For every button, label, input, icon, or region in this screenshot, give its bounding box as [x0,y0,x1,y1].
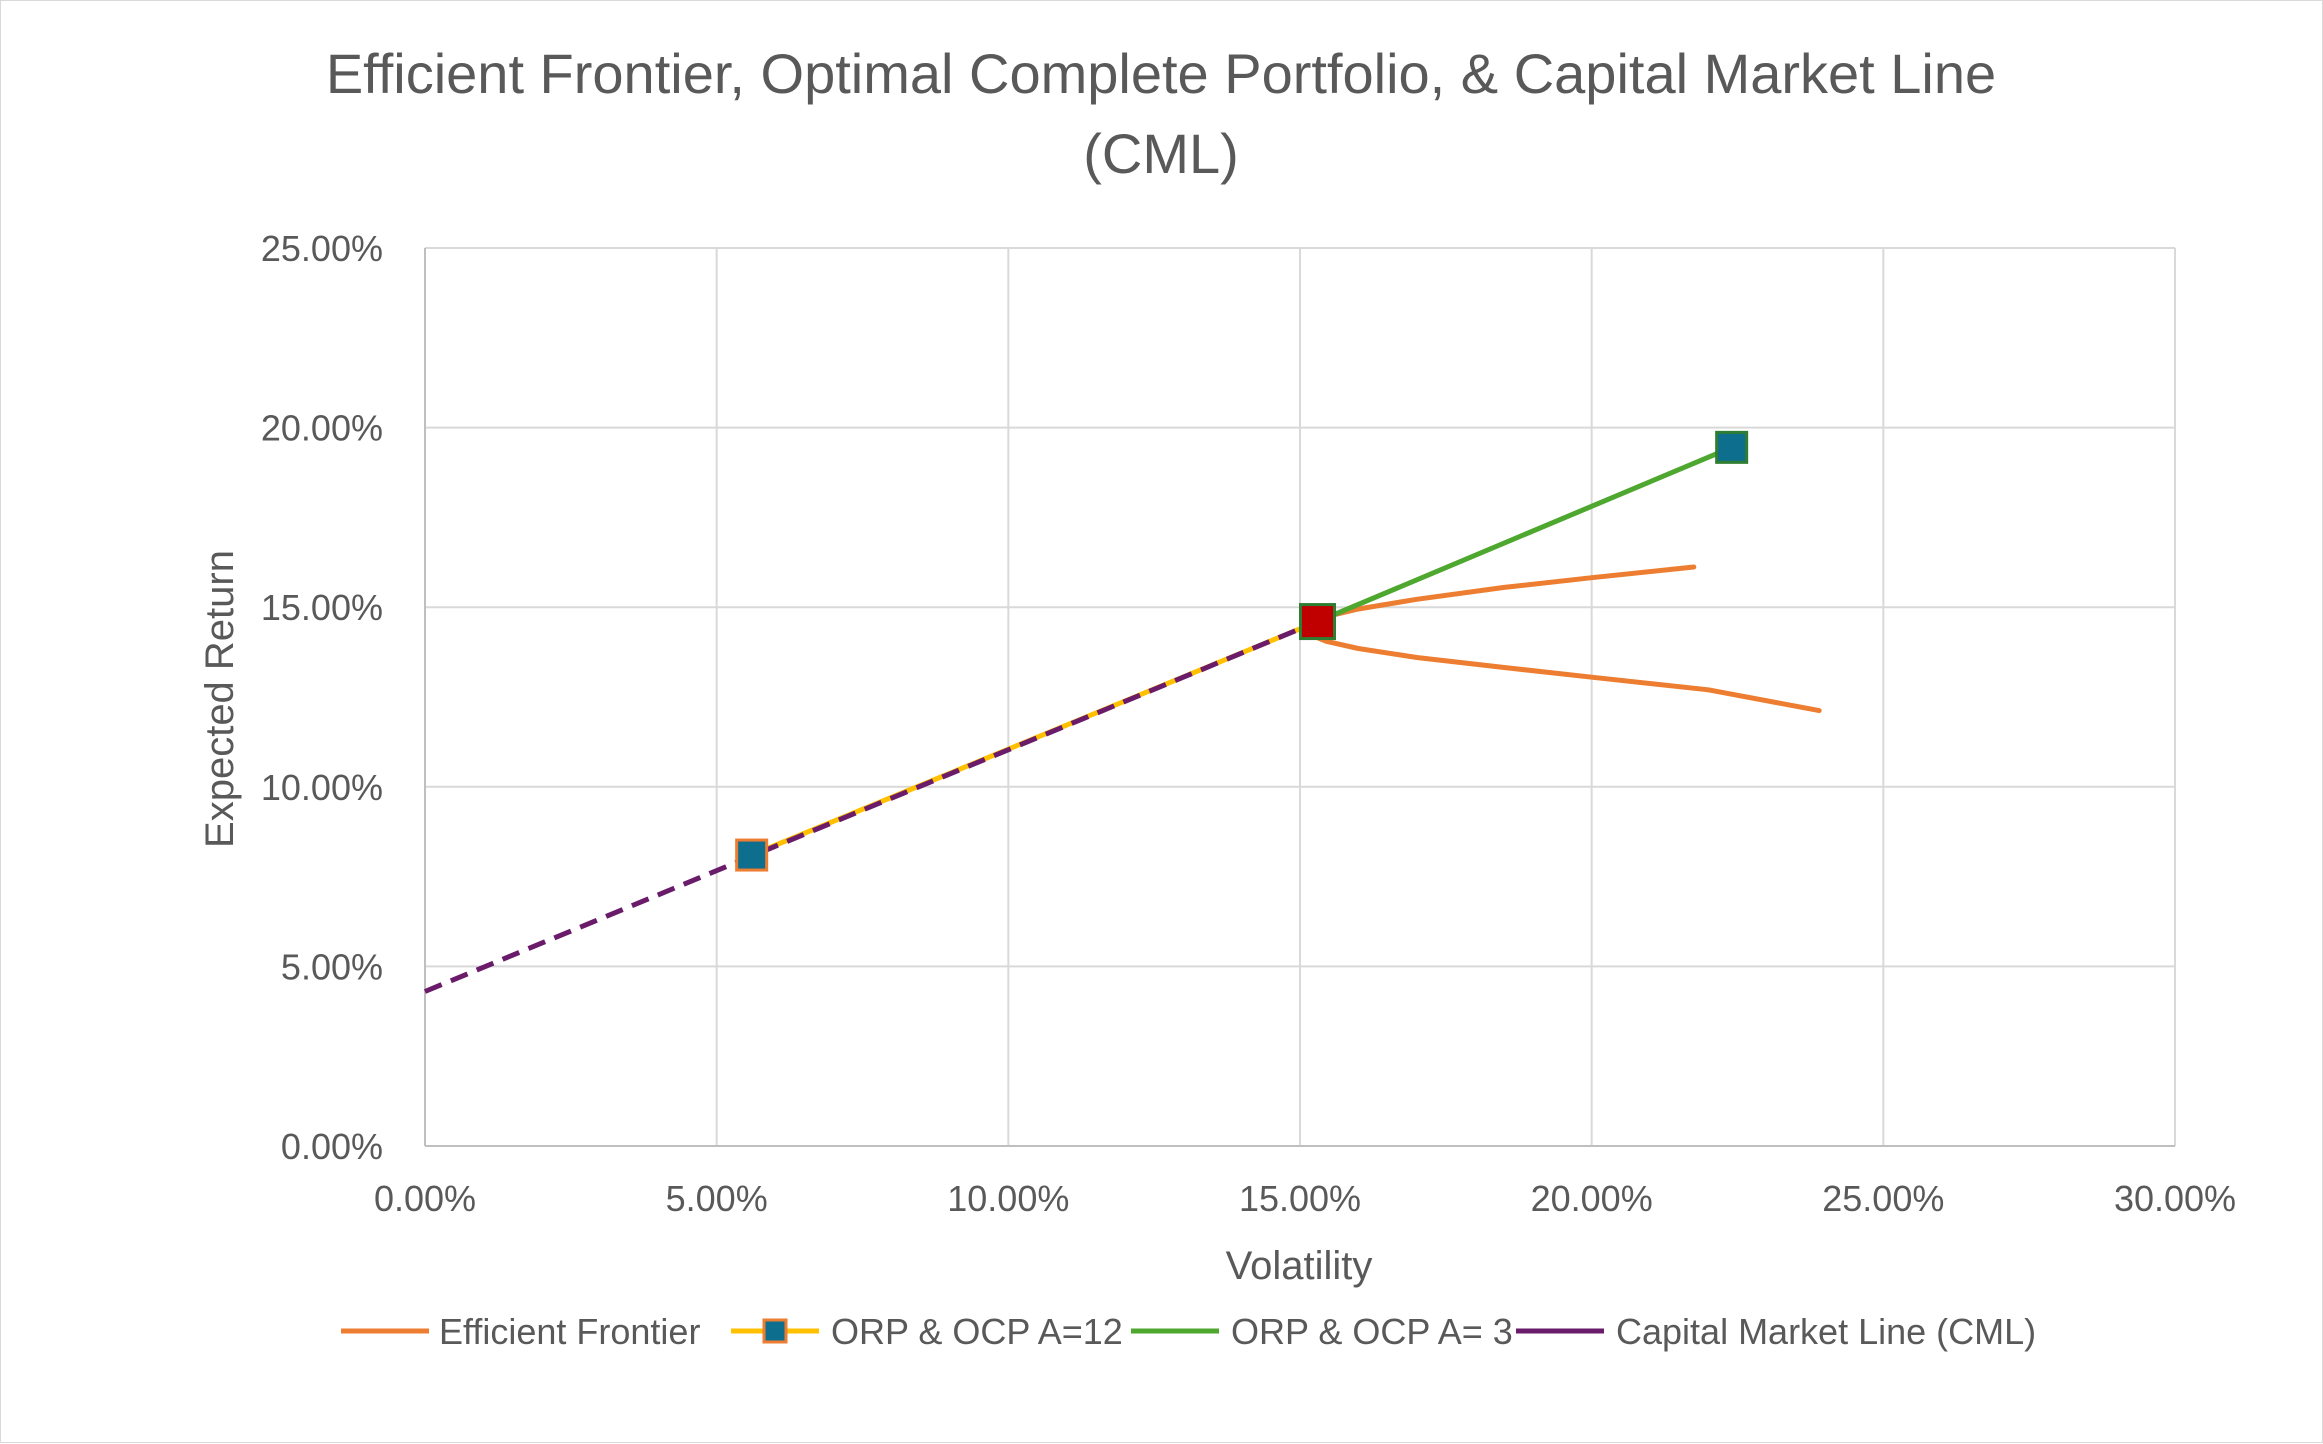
x-axis-title: Volatility [1226,1244,1373,1288]
plot-area-markers [735,430,1749,872]
y-tick-labels: 0.00% 5.00% 10.00% 15.00% 20.00% 25.00% [261,228,383,1167]
series-line-efficient-frontier [1302,564,1822,714]
x-tick-labels: 0.00% 5.00% 10.00% 15.00% 20.00% 25.00% 30.00% [374,1178,2236,1219]
series-line-orp-ocp-a3 [1315,444,1735,625]
x-tick-label: 5.00% [666,1178,768,1219]
x-tick-label: 10.00% [947,1178,1069,1219]
legend-cml-label: Capital Market Line (CML) [1616,1311,2036,1352]
y-tick-label: 5.00% [281,946,383,987]
legend-orp-ocp-a3-label: ORP & OCP A= 3 [1231,1311,1513,1352]
x-tick-label: 30.00% [2114,1178,2236,1219]
x-tick-label: 15.00% [1239,1178,1361,1219]
plot-area-series [424,444,1822,994]
legend-efficient-frontier-label: Efficient Frontier [439,1311,700,1352]
chart-title-line-1: Efficient Frontier, Optimal Complete Por… [326,42,1996,105]
x-tick-label: 25.00% [1822,1178,1944,1219]
y-tick-label: 0.00% [281,1126,383,1167]
legend: Efficient Frontier ORP & OCP A=12 ORP & OC… [341,1311,2036,1352]
marker-ocp-a3 [1715,430,1749,464]
y-tick-label: 10.00% [261,767,383,808]
grid [424,247,2176,1147]
chart-title-line-2: (CML) [1083,122,1239,185]
axes [424,248,2175,1147]
chart-title: Efficient Frontier, Optimal Complete Por… [326,42,1996,185]
marker-ocp-a12 [735,838,769,872]
legend-orp-ocp-a12-marker [762,1318,788,1344]
y-tick-label: 25.00% [261,228,383,269]
x-tick-label: 0.00% [374,1178,476,1219]
y-tick-label: 20.00% [261,408,383,449]
marker-orp [1299,603,1336,641]
legend-orp-ocp-a12-label: ORP & OCP A=12 [831,1311,1123,1352]
series-line-cml [424,619,1319,994]
y-axis-title: Expected Return [198,550,242,848]
x-tick-label: 20.00% [1531,1178,1653,1219]
y-tick-label: 15.00% [261,587,383,628]
